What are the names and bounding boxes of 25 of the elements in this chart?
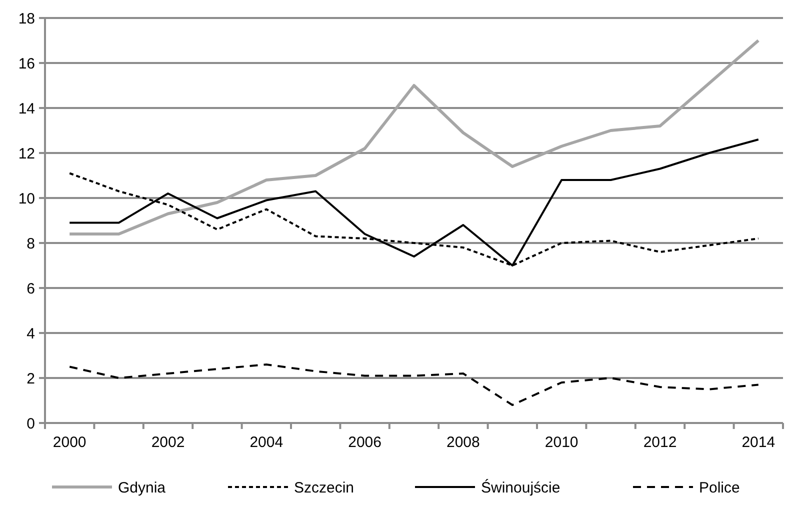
legend-label: Szczecin xyxy=(294,479,354,496)
x-tick-label: 2000 xyxy=(52,434,86,451)
y-tick-label: 12 xyxy=(18,145,35,162)
y-tick-label: 4 xyxy=(26,325,35,342)
y-tick-label: 16 xyxy=(18,55,35,72)
line-series xyxy=(68,138,760,266)
line-series xyxy=(68,364,760,406)
y-tick-label: 0 xyxy=(26,415,35,432)
x-tick-label: 2012 xyxy=(643,434,677,451)
y-tick-label: 2 xyxy=(26,370,35,388)
x-tick-label: 2008 xyxy=(446,434,480,451)
legend-label: Świnoujście xyxy=(481,478,560,496)
line-series xyxy=(68,39,760,236)
y-tick-label: 8 xyxy=(26,235,35,252)
y-tick-label: 18 xyxy=(18,10,35,28)
y-tick-label: 6 xyxy=(26,280,35,298)
x-tick-label: 2006 xyxy=(348,434,382,451)
x-tick-label: 2010 xyxy=(544,434,578,451)
x-tick-label: 2004 xyxy=(250,434,284,451)
y-tick-label: 14 xyxy=(18,100,35,118)
legend-label: Gdynia xyxy=(118,479,166,496)
x-tick-label: 2002 xyxy=(151,434,185,451)
x-tick-label: 2014 xyxy=(742,434,776,451)
y-tick-label: 10 xyxy=(18,190,35,208)
legend-label: Police xyxy=(699,479,740,496)
